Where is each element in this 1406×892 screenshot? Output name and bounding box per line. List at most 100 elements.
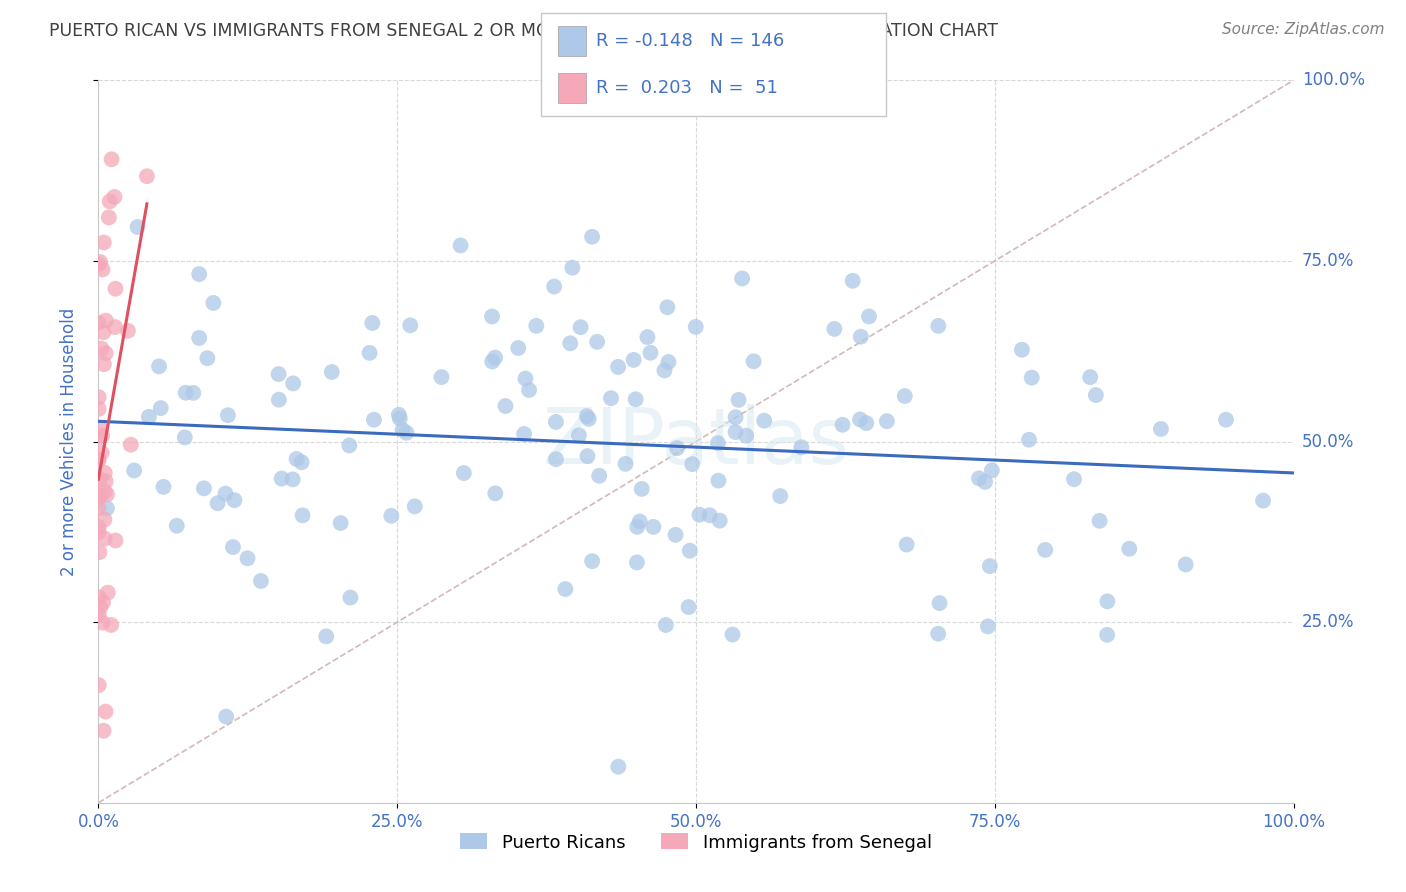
Point <box>560 336 582 351</box>
Point <box>657 300 679 314</box>
Point <box>709 514 731 528</box>
Point <box>1063 472 1085 486</box>
Point <box>104 282 127 296</box>
Point <box>87 491 110 506</box>
Point <box>149 401 172 416</box>
Point <box>544 415 567 429</box>
Y-axis label: 2 or more Vehicles in Household: 2 or more Vehicles in Household <box>59 308 77 575</box>
Point <box>858 310 880 324</box>
Point <box>769 489 792 503</box>
Point <box>643 520 665 534</box>
Point <box>87 607 110 622</box>
Point <box>281 472 304 486</box>
Point <box>630 482 652 496</box>
Legend: Puerto Ricans, Immigrants from Senegal: Puerto Ricans, Immigrants from Senegal <box>453 826 939 859</box>
Point <box>1150 422 1173 436</box>
Point <box>94 475 117 489</box>
Point <box>707 474 730 488</box>
Point <box>754 414 776 428</box>
Point <box>93 466 115 480</box>
Point <box>849 329 872 343</box>
Point <box>1021 370 1043 384</box>
Point <box>93 532 115 546</box>
Point <box>655 618 678 632</box>
Point <box>678 600 700 615</box>
Point <box>399 318 422 333</box>
Point <box>586 334 609 349</box>
Point <box>742 354 765 368</box>
Point <box>135 169 157 184</box>
Point <box>495 399 517 413</box>
Point <box>291 508 314 523</box>
Point <box>188 267 211 281</box>
Point <box>87 453 110 467</box>
Point <box>640 345 662 359</box>
Point <box>217 409 239 423</box>
Point <box>195 351 218 366</box>
Point <box>104 533 127 548</box>
Point <box>97 585 120 599</box>
Point <box>517 383 540 397</box>
Point <box>724 425 747 439</box>
Point <box>657 355 679 369</box>
Point <box>94 313 117 327</box>
Point <box>568 428 591 442</box>
Point <box>87 316 110 330</box>
Point <box>363 413 385 427</box>
Point <box>148 359 170 374</box>
Point <box>89 488 111 502</box>
Point <box>91 595 114 609</box>
Point <box>91 428 114 442</box>
Point <box>724 410 747 425</box>
Point <box>894 389 917 403</box>
Point <box>735 428 758 442</box>
Point <box>250 574 273 588</box>
Point <box>849 412 872 426</box>
Text: ZIPatlas: ZIPatlas <box>543 403 849 480</box>
Point <box>876 414 898 428</box>
Point <box>329 516 352 530</box>
Point <box>138 409 160 424</box>
Point <box>315 629 337 643</box>
Point <box>980 463 1002 477</box>
Point <box>626 520 648 534</box>
Point <box>87 401 110 416</box>
Point <box>359 346 381 360</box>
Point <box>508 341 530 355</box>
Text: R =  0.203   N =  51: R = 0.203 N = 51 <box>596 79 778 97</box>
Point <box>104 320 127 334</box>
Point <box>291 455 314 469</box>
Point <box>607 760 630 774</box>
Point <box>524 318 547 333</box>
Point <box>173 430 195 444</box>
Point <box>96 501 118 516</box>
Text: 50.0%: 50.0% <box>1302 433 1354 450</box>
Point <box>188 331 211 345</box>
Point <box>87 525 110 540</box>
Point <box>96 487 118 501</box>
Point <box>576 449 599 463</box>
Point <box>430 370 453 384</box>
Point <box>267 392 290 407</box>
Point <box>91 615 114 630</box>
Point <box>321 365 343 379</box>
Point <box>339 591 361 605</box>
Point <box>1095 628 1118 642</box>
Point <box>688 508 710 522</box>
Point <box>270 472 292 486</box>
Point <box>337 438 360 452</box>
Point <box>731 271 754 285</box>
Point <box>628 515 651 529</box>
Point <box>581 554 603 568</box>
Point <box>515 371 537 385</box>
Point <box>928 596 950 610</box>
Point <box>1174 558 1197 572</box>
Point <box>588 468 610 483</box>
Text: PUERTO RICAN VS IMMIGRANTS FROM SENEGAL 2 OR MORE VEHICLES IN HOUSEHOLD CORRELAT: PUERTO RICAN VS IMMIGRANTS FROM SENEGAL … <box>49 22 998 40</box>
Point <box>117 324 139 338</box>
Point <box>404 500 426 514</box>
Point <box>89 473 111 487</box>
Point <box>93 513 115 527</box>
Point <box>215 709 238 723</box>
Point <box>100 153 122 167</box>
